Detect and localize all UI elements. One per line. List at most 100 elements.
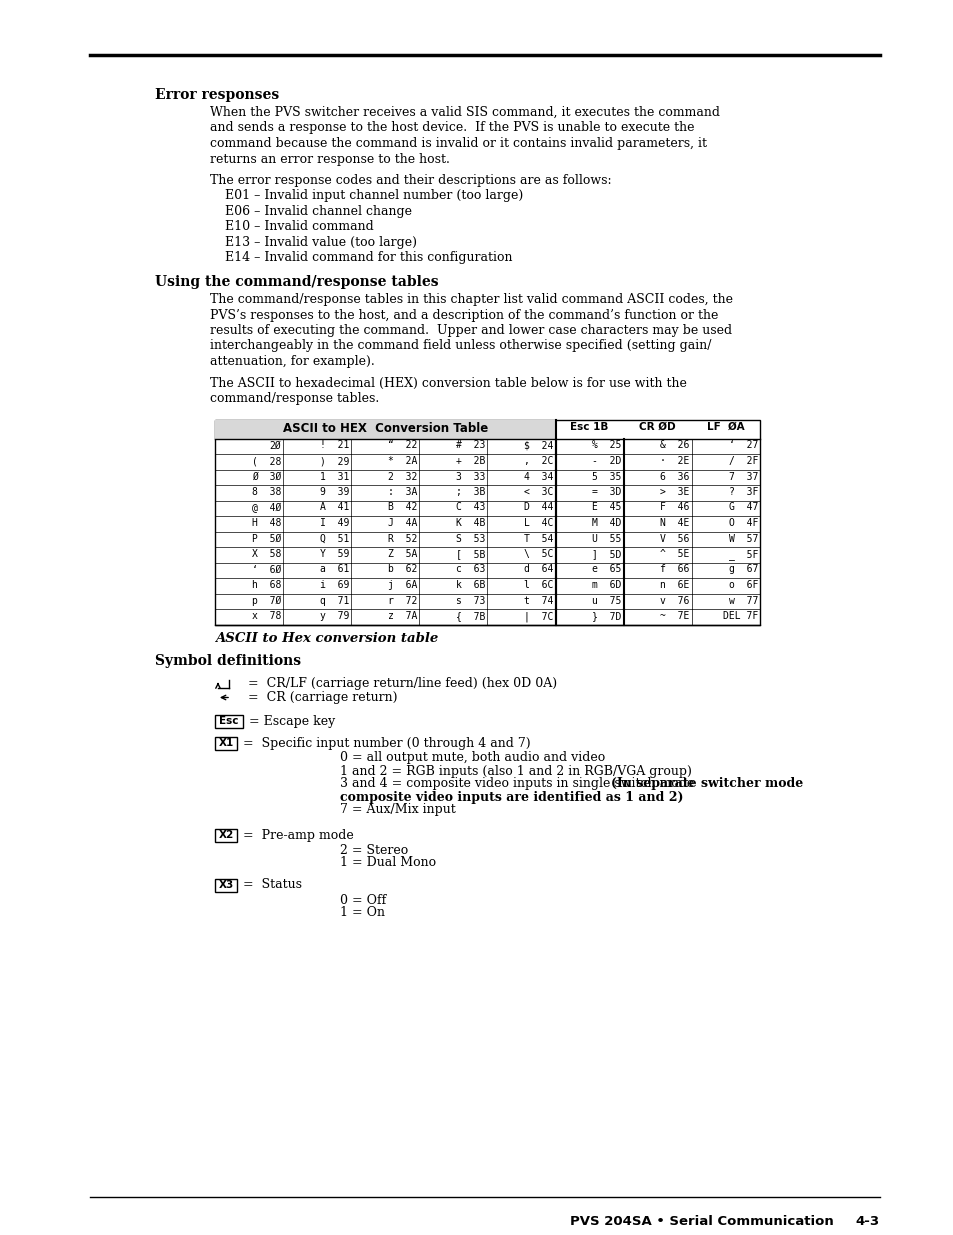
Text: =  Status: = Status	[243, 878, 302, 892]
Text: Using the command/response tables: Using the command/response tables	[154, 275, 438, 289]
Text: l  6C: l 6C	[524, 580, 553, 590]
Text: CR ØD: CR ØD	[639, 421, 676, 431]
Text: Q  51: Q 51	[319, 534, 349, 543]
Text: D  44: D 44	[524, 503, 553, 513]
Text: I  49: I 49	[319, 517, 349, 529]
Text: R  52: R 52	[388, 534, 416, 543]
Text: K  4B: K 4B	[456, 517, 485, 529]
Text: Ø  3Ø: Ø 3Ø	[252, 472, 281, 482]
Text: interchangeably in the command field unless otherwise specified (setting gain/: interchangeably in the command field unl…	[210, 340, 711, 352]
Text: Z  5A: Z 5A	[388, 550, 416, 559]
Text: E06 – Invalid channel change: E06 – Invalid channel change	[225, 205, 412, 219]
Text: 4-3: 4-3	[855, 1215, 879, 1228]
Text: W  57: W 57	[728, 534, 758, 543]
Text: PVS’s responses to the host, and a description of the command’s function or the: PVS’s responses to the host, and a descr…	[210, 309, 718, 321]
Text: ,  2C: , 2C	[524, 456, 553, 466]
Text: >  3E: > 3E	[659, 487, 689, 496]
Text: z  7A: z 7A	[388, 611, 416, 621]
Text: ?  3F: ? 3F	[728, 487, 758, 496]
Text: Y  59: Y 59	[319, 550, 349, 559]
Text: =  CR (carriage return): = CR (carriage return)	[248, 692, 397, 704]
Text: %  25: % 25	[592, 441, 621, 451]
Text: PVS 204SA • Serial Communication: PVS 204SA • Serial Communication	[569, 1215, 833, 1228]
Text: J  4A: J 4A	[388, 517, 416, 529]
Text: LF  ØA: LF ØA	[706, 421, 744, 431]
Text: t  74: t 74	[524, 595, 553, 605]
Text: 2 = Stereo: 2 = Stereo	[339, 844, 408, 857]
Text: 5  35: 5 35	[592, 472, 621, 482]
Text: o  6F: o 6F	[728, 580, 758, 590]
Text: 6  36: 6 36	[659, 472, 689, 482]
Text: composite video inputs are identified as 1 and 2): composite video inputs are identified as…	[339, 790, 682, 804]
Text: +  2B: + 2B	[456, 456, 485, 466]
Text: |  7C: | 7C	[524, 611, 553, 621]
Text: 0 = Off: 0 = Off	[339, 893, 386, 906]
Text: ‘  27: ‘ 27	[728, 441, 758, 451]
Text: &  26: & 26	[659, 441, 689, 451]
Bar	[214, 829, 236, 841]
Text: The ASCII to hexadecimal (HEX) conversion table below is for use with the: The ASCII to hexadecimal (HEX) conversio…	[210, 377, 686, 389]
Text: $  24: $ 24	[524, 441, 553, 451]
Text: Symbol definitions: Symbol definitions	[154, 655, 301, 668]
Text: When the PVS switcher receives a valid SIS command, it executes the command: When the PVS switcher receives a valid S…	[210, 106, 720, 119]
Text: B  42: B 42	[388, 503, 416, 513]
Text: 1 and 2 = RGB inputs (also 1 and 2 in RGB/VGA group): 1 and 2 = RGB inputs (also 1 and 2 in RG…	[339, 764, 691, 778]
Text: ‘  6Ø: ‘ 6Ø	[252, 564, 281, 574]
Text: G  47: G 47	[728, 503, 758, 513]
Text: ASCII to Hex conversion table: ASCII to Hex conversion table	[214, 632, 437, 646]
Text: _  5F: _ 5F	[728, 550, 758, 559]
Bar	[214, 420, 760, 625]
Bar	[214, 420, 555, 438]
Text: 1  31: 1 31	[319, 472, 349, 482]
Text: E14 – Invalid command for this configuration: E14 – Invalid command for this configura…	[225, 252, 512, 264]
Text: *  2A: * 2A	[388, 456, 416, 466]
Text: U  55: U 55	[592, 534, 621, 543]
Text: s  73: s 73	[456, 595, 485, 605]
Text: 4  34: 4 34	[524, 472, 553, 482]
Text: !  21: ! 21	[319, 441, 349, 451]
Text: f  66: f 66	[659, 564, 689, 574]
Text: ·  2E: · 2E	[659, 456, 689, 466]
Text: {  7B: { 7B	[456, 611, 485, 621]
Text: j  6A: j 6A	[388, 580, 416, 590]
Text: returns an error response to the host.: returns an error response to the host.	[210, 152, 450, 165]
Text: 1 = On: 1 = On	[339, 906, 385, 920]
Text: E13 – Invalid value (too large): E13 – Invalid value (too large)	[225, 236, 416, 249]
Text: 0 = all output mute, both audio and video: 0 = all output mute, both audio and vide…	[339, 752, 604, 764]
Bar	[214, 878, 236, 892]
Text: p  7Ø: p 7Ø	[252, 595, 281, 605]
Text: e  65: e 65	[592, 564, 621, 574]
Text: command because the command is invalid or it contains invalid parameters, it: command because the command is invalid o…	[210, 137, 706, 149]
Text: x  78: x 78	[252, 611, 281, 621]
Text: “  22: “ 22	[388, 441, 416, 451]
Text: y  79: y 79	[319, 611, 349, 621]
Text: w  77: w 77	[728, 595, 758, 605]
Text: E01 – Invalid input channel number (too large): E01 – Invalid input channel number (too …	[225, 189, 522, 203]
Text: q  71: q 71	[319, 595, 349, 605]
Text: (  28: ( 28	[252, 456, 281, 466]
Text: ;  3B: ; 3B	[456, 487, 485, 496]
Text: M  4D: M 4D	[592, 517, 621, 529]
Text: c  63: c 63	[456, 564, 485, 574]
Text: 2  32: 2 32	[388, 472, 416, 482]
Text: 1 = Dual Mono: 1 = Dual Mono	[339, 857, 436, 869]
Text: results of executing the command.  Upper and lower case characters may be used: results of executing the command. Upper …	[210, 324, 731, 337]
Text: 7  37: 7 37	[728, 472, 758, 482]
Text: command/response tables.: command/response tables.	[210, 391, 379, 405]
Text: attenuation, for example).: attenuation, for example).	[210, 354, 375, 368]
Text: A  41: A 41	[319, 503, 349, 513]
Text: =  3D: = 3D	[592, 487, 621, 496]
Text: )  29: ) 29	[319, 456, 349, 466]
Text: 3 and 4 = composite video inputs in single switch mode: 3 and 4 = composite video inputs in sing…	[339, 778, 701, 790]
Text: =  CR/LF (carriage return/line feed) (hex 0D 0A): = CR/LF (carriage return/line feed) (hex…	[248, 677, 557, 689]
Bar	[214, 736, 236, 750]
Text: }  7D: } 7D	[592, 611, 621, 621]
Text: 8  38: 8 38	[252, 487, 281, 496]
Text: =  Pre-amp mode: = Pre-amp mode	[243, 829, 354, 841]
Text: 3  33: 3 33	[456, 472, 485, 482]
Text: ~  7E: ~ 7E	[659, 611, 689, 621]
Bar	[214, 715, 243, 727]
Text: P  5Ø: P 5Ø	[252, 534, 281, 543]
Text: d  64: d 64	[524, 564, 553, 574]
Text: 9  39: 9 39	[319, 487, 349, 496]
